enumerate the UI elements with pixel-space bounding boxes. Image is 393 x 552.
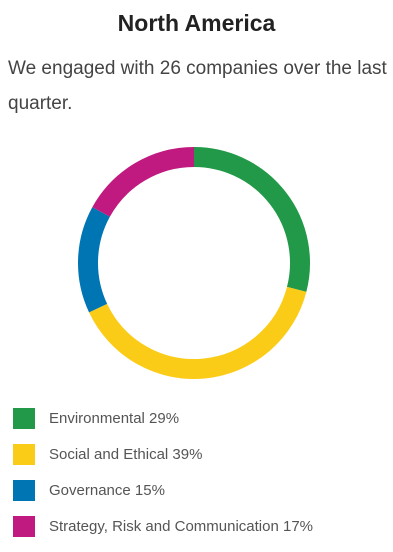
legend-item-governance: Governance 15% [13, 480, 388, 501]
legend-label: Strategy, Risk and Communication 17% [49, 518, 314, 535]
legend-swatch [13, 444, 35, 465]
legend-swatch [13, 408, 35, 429]
legend-item-strategy-risk-and-communication: Strategy, Risk and Communication 17% [13, 516, 388, 537]
legend-label: Environmental 29% [49, 410, 180, 427]
legend-item-social-and-ethical: Social and Ethical 39% [13, 444, 388, 465]
donut-chart [73, 142, 315, 384]
donut-slice-social-and-ethical [89, 286, 307, 379]
chart-legend: Environmental 29% Social and Ethical 39% G… [13, 408, 388, 552]
donut-slice-environmental [193, 147, 310, 292]
legend-item-environmental: Environmental 29% [13, 408, 388, 429]
legend-label: Governance 15% [49, 482, 165, 499]
legend-swatch [13, 516, 35, 537]
legend-label: Social and Ethical 39% [49, 446, 203, 463]
donut-slice-governance [78, 207, 111, 313]
donut-slice-strategy-risk-and-communication [92, 147, 195, 217]
legend-swatch [13, 480, 35, 501]
region-title: North America [117, 10, 276, 36]
engagement-summary: We engaged with 26 companies over the la… [8, 58, 387, 114]
